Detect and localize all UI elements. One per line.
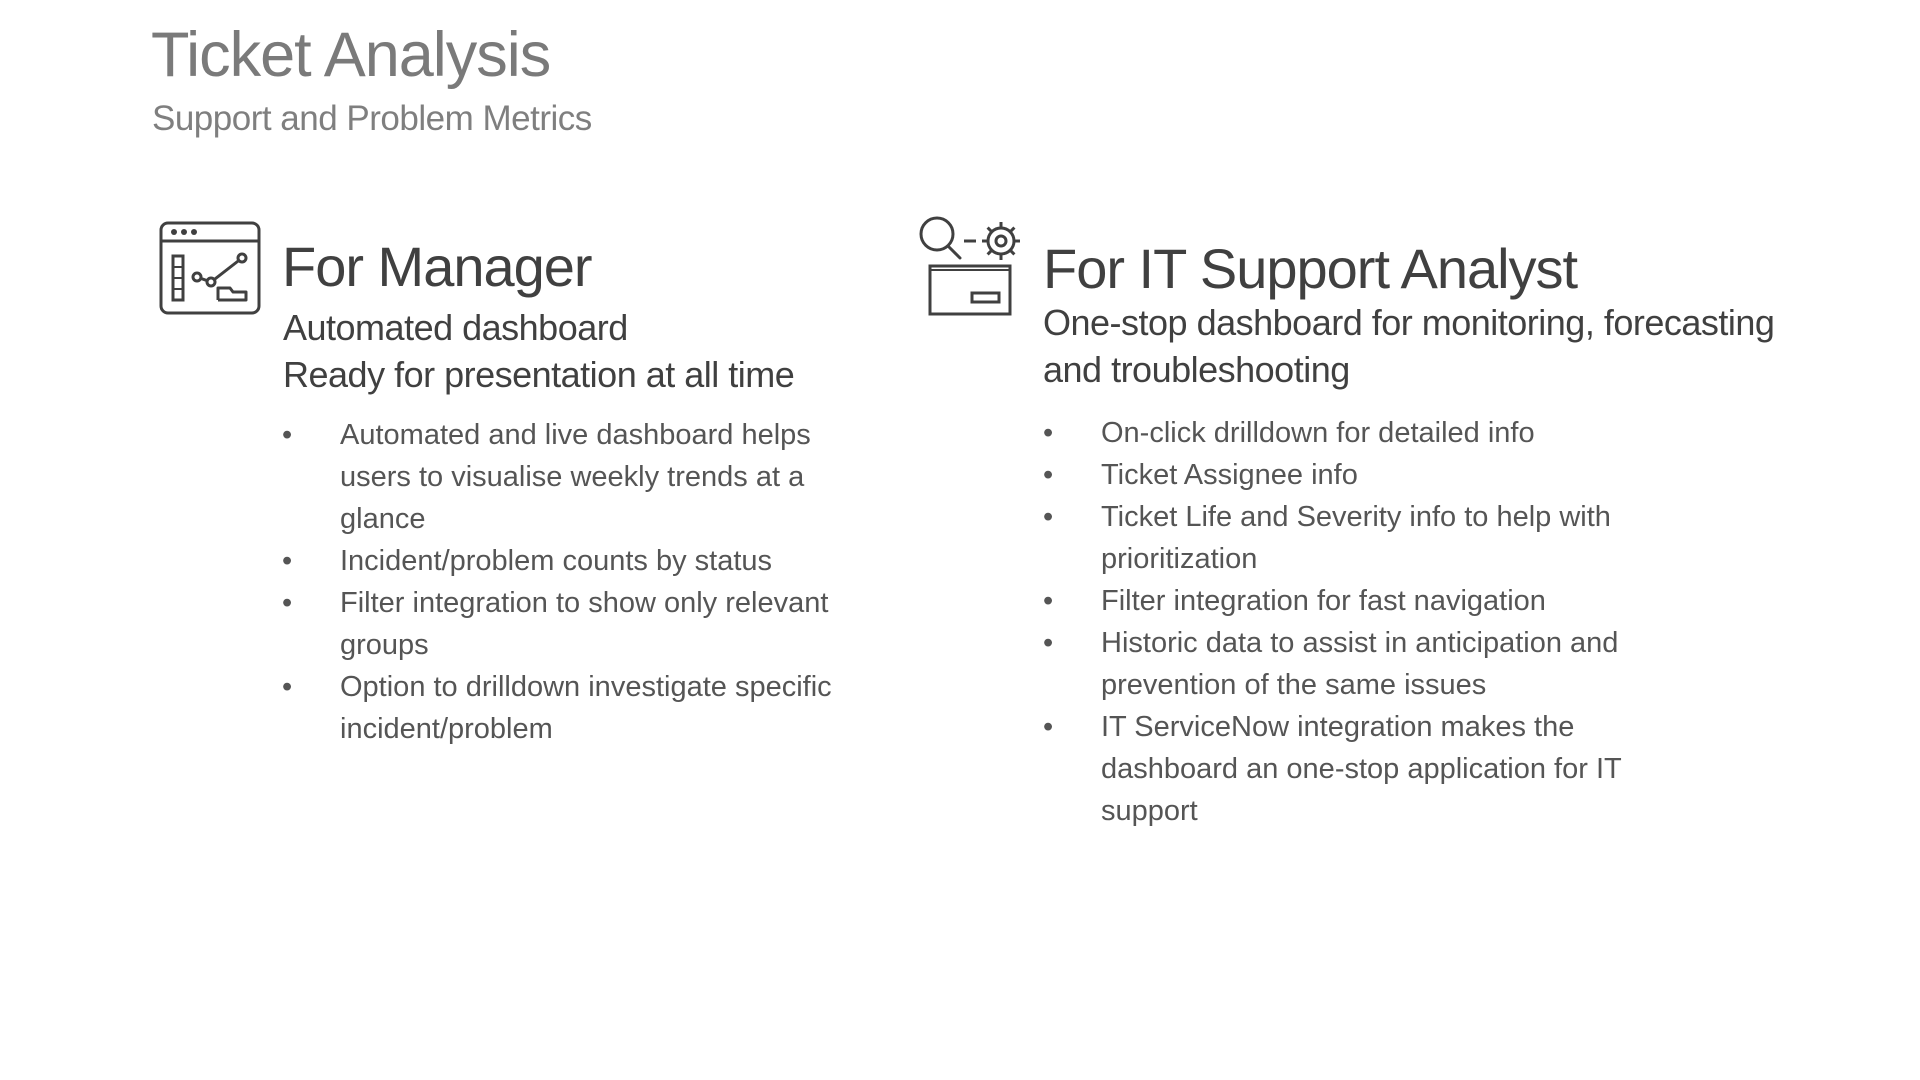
analyst-subheading: One-stop dashboard for monitoring, forec… xyxy=(1043,299,1803,393)
manager-feature-list: • Automated and live dashboard helps user… xyxy=(282,414,842,750)
list-item-text: Filter integration for fast navigation xyxy=(1101,585,1546,617)
list-item-text: Historic data to assist in anticipation … xyxy=(1101,627,1619,701)
page-subtitle: Support and Problem Metrics xyxy=(152,99,592,138)
bullet: • xyxy=(282,671,293,703)
list-item-text: On-click drilldown for detailed info xyxy=(1101,417,1535,449)
list-item-text: Incident/problem counts by status xyxy=(340,545,773,577)
list-item: • On-click drilldown for detailed info xyxy=(1043,412,1653,454)
list-item-text: Filter integration to show only relevant… xyxy=(340,587,829,661)
list-item-text: Ticket Life and Severity info to help wi… xyxy=(1101,501,1611,575)
manager-sub-line: Automated dashboard xyxy=(283,307,628,348)
list-item: • IT ServiceNow integration makes the das… xyxy=(1043,706,1653,832)
analyst-sub-line: One-stop dashboard for monitoring, forec… xyxy=(1043,302,1775,343)
list-item: • Option to drilldown investigate specifi… xyxy=(282,666,842,750)
list-item-text: Option to drilldown investigate specific… xyxy=(340,671,832,745)
bullet: • xyxy=(1043,501,1054,533)
bullet: • xyxy=(1043,417,1054,449)
bullet: • xyxy=(1043,459,1054,491)
manager-subheading: Automated dashboard Ready for presentati… xyxy=(283,304,883,398)
list-item: • Ticket Assignee info xyxy=(1043,454,1653,496)
search-gear-inbox-icon xyxy=(919,216,1020,316)
bullet: • xyxy=(282,587,293,619)
list-item-text: Automated and live dashboard helps users… xyxy=(340,419,811,535)
list-item: • Incident/problem counts by status xyxy=(282,540,842,582)
manager-heading: For Manager xyxy=(282,235,593,298)
bullet: • xyxy=(1043,585,1054,617)
analyst-feature-list: • On-click drilldown for detailed info • T… xyxy=(1043,412,1653,832)
list-item: • Filter integration to show only relevan… xyxy=(282,582,842,666)
list-item: • Filter integration for fast navigation xyxy=(1043,580,1653,622)
bullet: • xyxy=(1043,627,1054,659)
dashboard-window-icon xyxy=(159,221,261,315)
list-item: • Automated and live dashboard helps user… xyxy=(282,414,842,540)
page-title: Ticket Analysis xyxy=(151,20,551,90)
list-item: • Historic data to assist in anticipation… xyxy=(1043,622,1653,706)
bullet: • xyxy=(282,545,293,577)
bullet: • xyxy=(282,419,293,451)
bullet: • xyxy=(1043,711,1054,743)
analyst-sub-line: and troubleshooting xyxy=(1043,349,1350,390)
list-item-text: IT ServiceNow integration makes the dash… xyxy=(1101,711,1622,827)
analyst-heading: For IT Support Analyst xyxy=(1043,237,1578,300)
manager-sub-line: Ready for presentation at all time xyxy=(283,354,795,395)
list-item: • Ticket Life and Severity info to help w… xyxy=(1043,496,1653,580)
list-item-text: Ticket Assignee info xyxy=(1101,459,1358,491)
